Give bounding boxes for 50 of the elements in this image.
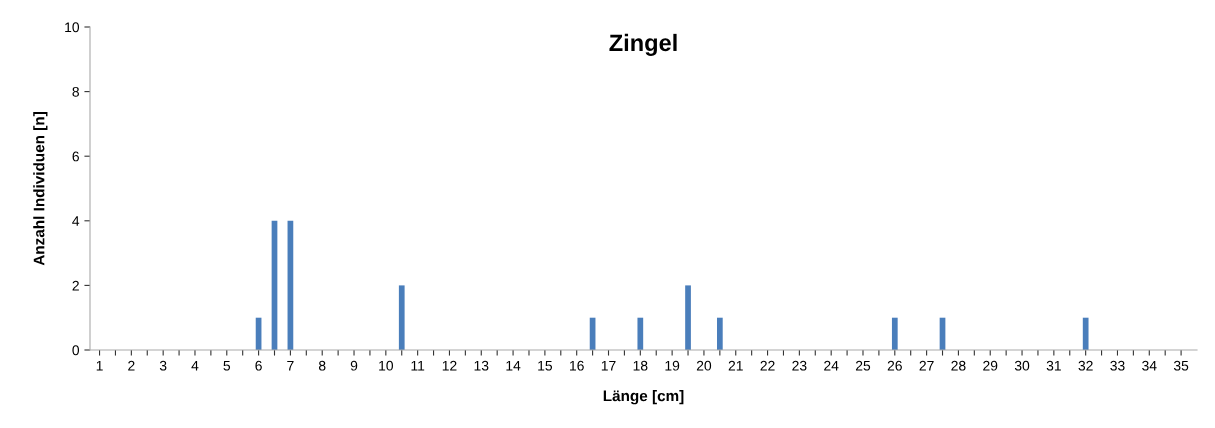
x-tick-label: 30 [1014,360,1030,371]
x-tick-label: 23 [792,360,807,371]
x-tick-label: 21 [728,360,743,371]
x-tick-label: 24 [824,360,839,371]
x-tick-label: 22 [760,360,775,371]
x-tick-label: 5 [223,360,231,371]
x-tick-label: 11 [411,360,425,371]
x-tick-label: 32 [1078,360,1093,371]
bar [685,285,691,350]
x-tick-label: 8 [318,360,326,371]
y-tick-label: 2 [72,280,79,291]
x-tick-label: 15 [538,360,553,371]
x-tick-label: 9 [350,360,358,371]
x-tick-label: 12 [442,360,457,371]
bar [891,317,898,350]
bar [716,317,723,350]
y-tick-label: 10 [65,22,80,33]
y-tick-label: 4 [72,216,80,226]
bar [398,285,405,350]
y-axis-title: Anzahl Individuen [n] [33,112,48,266]
x-tick-label: 29 [983,360,998,371]
x-tick-label: 7 [287,360,294,371]
x-tick-label: 6 [255,360,262,371]
bar [1082,317,1089,350]
x-tick-label: 28 [951,360,966,371]
x-tick-label: 34 [1142,360,1157,371]
x-tick-label: 13 [474,360,489,371]
x-tick-label: 33 [1110,360,1125,371]
chart-title: Zingel [609,33,677,56]
x-tick-label: 3 [159,360,167,371]
x-tick-label: 17 [601,360,616,371]
x-tick-label: 18 [633,360,648,371]
x-tick-label: 31 [1046,360,1061,371]
y-tick-label: 8 [72,86,79,97]
x-tick-label: 26 [887,360,902,371]
x-tick-label: 27 [919,360,934,371]
x-axis-title: Länge [cm] [603,390,684,405]
x-tick-label: 19 [665,360,680,371]
y-tick-label: 0 [72,345,80,356]
x-tick-label: 20 [696,360,712,371]
x-tick-label: 16 [570,360,584,371]
x-tick-label: 2 [128,360,135,371]
x-tick-label: 35 [1173,360,1189,371]
x-tick-label: 14 [506,360,521,371]
x-tick-label: 10 [379,360,394,371]
x-tick-label: 1 [96,360,103,371]
bar [637,317,644,350]
x-tick-label: 25 [855,360,871,371]
y-tick-label: 6 [72,151,79,162]
x-tick-label: 4 [191,360,199,371]
